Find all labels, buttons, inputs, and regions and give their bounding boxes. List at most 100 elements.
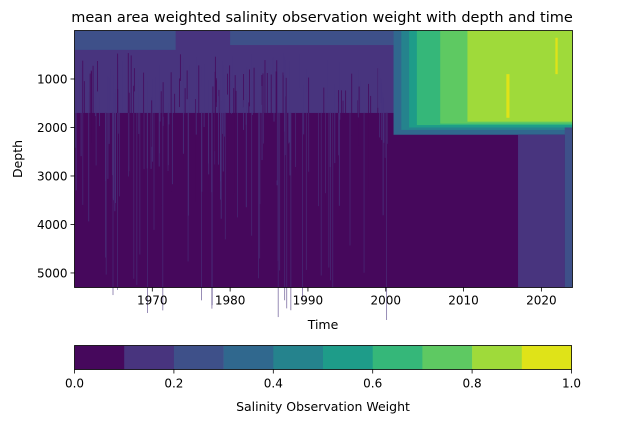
heatmap-streak [285,77,287,198]
heatmap-streak [188,112,190,216]
colorbar-segment [124,345,175,370]
heatmap-streak [162,112,164,311]
heatmap-streak [275,71,277,125]
heatmap-streak [303,84,305,135]
heatmap-streak [155,76,157,107]
x-tick-label: 1970 [137,294,168,308]
heatmap-streak [105,112,107,275]
heatmap-streak [259,112,261,205]
colorbar-segment [472,345,523,370]
colorbar-segment [422,345,473,370]
heatmap-streak [114,92,116,212]
heatmap-streak [377,53,379,108]
heatmap-streak [283,53,285,76]
heatmap-streak [245,66,247,125]
heatmap-streak [349,112,351,246]
heatmap-streak [117,112,118,290]
heatmap-streak [160,91,162,206]
heatmap-streak [282,72,284,176]
heatmap-streak [383,97,385,143]
heatmap-streak [272,57,274,88]
heatmap-streak [170,72,172,192]
heatmap-streak [89,73,91,169]
heatmap-streak [339,61,341,120]
heatmap-streak [218,96,219,165]
heatmap-streak [128,112,129,177]
heatmap-streak [128,92,130,176]
heatmap-streak [386,112,388,320]
heatmap-streak [100,60,102,97]
heatmap-streak [117,64,119,134]
heatmap-streak [220,80,221,200]
heatmap-streak [308,112,310,172]
heatmap-streak [363,112,365,273]
heatmap-streak [214,56,216,184]
heatmap-streak [151,79,153,162]
heatmap-streak [233,88,235,195]
heatmap-streak [220,101,222,219]
x-tick-label: 2000 [370,294,401,308]
heatmap-streak [266,73,268,177]
heatmap-streak [288,60,290,143]
heatmap-streak [187,112,189,262]
x-tick-label: 2010 [448,294,479,308]
colorbar-frame [74,345,572,370]
heatmap-streak [287,112,289,144]
colorbar-segment [273,345,324,370]
heatmap-streak [167,112,169,172]
heatmap-streak [329,112,331,168]
heatmap-streak [386,112,388,144]
colorbar-tick-label: 1.0 [562,377,581,391]
heatmap-streak [232,55,234,107]
heatmap-streak [229,65,231,130]
heatmap-streak [305,68,307,93]
heatmap-cell [467,30,573,122]
colorbar-segment [372,345,423,370]
colorbar-segment [323,345,373,370]
heatmap-streak [381,83,383,141]
heatmap-streak [302,112,303,300]
heatmap-streak [150,97,152,169]
heatmap-streak [99,96,101,127]
heatmap-streak [384,112,386,158]
heatmap-streak [351,73,353,136]
heatmap-streak [159,100,161,122]
heatmap-streak [242,100,244,130]
heatmap-streak [215,80,217,103]
heatmap-streak [224,112,226,240]
heatmap-streak [326,59,328,98]
heatmap-streak [195,99,196,202]
x-tick-label: 1990 [293,294,324,308]
heatmap-streak [330,112,332,281]
heatmap-cell [74,30,176,50]
heatmap-streak [222,60,224,134]
heatmap-streak [94,70,96,117]
x-tick-label: 2020 [526,294,557,308]
y-tick-label: 5000 [37,266,68,280]
colorbar-axis: 0.0 0.2 0.4 0.6 0.8 1.0 [65,369,581,391]
heatmap-streak [128,54,130,84]
heatmap-streak [82,60,84,159]
heatmap-streak [80,68,82,157]
heatmap-streak [90,70,92,129]
heatmap-streak [284,60,286,156]
y-axis: 1000 2000 3000 4000 5000 [37,72,75,280]
heatmap-streak [261,85,263,161]
heatmap-streak [208,112,210,164]
x-axis: 1970 1980 1990 2000 2010 2020 [137,287,557,308]
plot-frame [74,30,573,288]
heatmap-streak [139,112,141,255]
heatmap-streak [153,112,155,230]
heatmap-streak [133,112,135,279]
heatmap-streak [136,112,138,285]
heatmap-streak [277,112,279,318]
heatmap-streak [168,102,170,125]
heatmap-streak [370,95,372,199]
heatmap-streak [182,58,184,154]
heatmap-streak [358,86,360,146]
colorbar-segment [521,345,572,370]
heatmap-streak [276,60,278,181]
heatmap-streak [332,112,334,288]
heatmap-streak [198,65,200,120]
